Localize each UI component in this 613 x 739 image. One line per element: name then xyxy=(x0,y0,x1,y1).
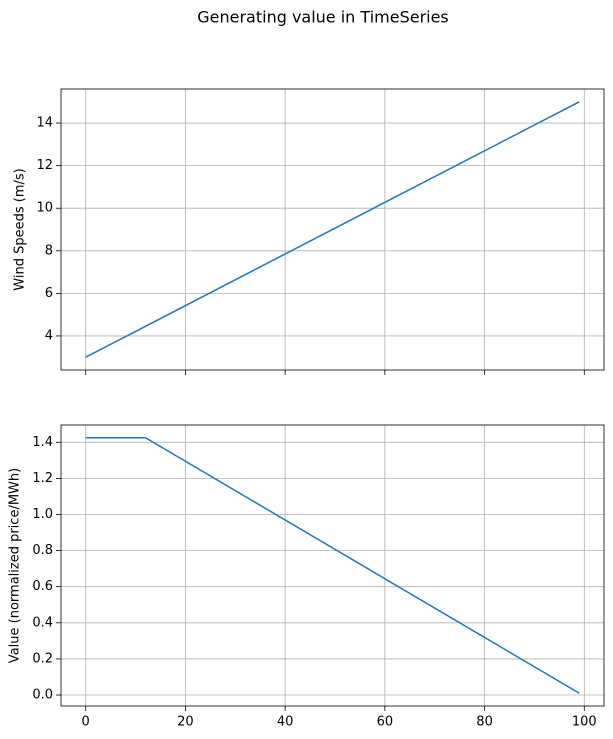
y-axis-label: Value (normalized price/MWh) xyxy=(8,468,23,663)
y-tick-label: 0.6 xyxy=(32,579,53,594)
y-tick-label: 0.0 xyxy=(32,688,53,703)
y-tick-label: 6 xyxy=(45,286,53,301)
y-tick-label: 0.2 xyxy=(32,651,53,666)
figure-title: Generating value in TimeSeries xyxy=(197,8,449,27)
axes-frame xyxy=(60,424,605,707)
y-tick-label: 4 xyxy=(45,328,53,343)
y-tick-label: 0.4 xyxy=(32,615,53,630)
x-tick-label: 80 xyxy=(476,715,493,730)
y-tick-label: 1.2 xyxy=(32,471,53,486)
data-line xyxy=(85,101,580,358)
x-tick-label: 0 xyxy=(82,715,90,730)
axes-frame xyxy=(60,88,605,371)
y-tick-label: 1.0 xyxy=(32,507,53,522)
x-tick-label: 100 xyxy=(572,715,597,730)
y-tick-label: 12 xyxy=(36,158,53,173)
x-tick-label: 40 xyxy=(277,715,294,730)
y-tick-label: 1.4 xyxy=(32,435,53,450)
y-tick-label: 0.8 xyxy=(32,543,53,558)
y-tick-label: 10 xyxy=(36,201,53,216)
data-line xyxy=(85,437,580,694)
x-tick-label: 60 xyxy=(377,715,394,730)
x-tick-label: 20 xyxy=(177,715,194,730)
y-tick-label: 8 xyxy=(45,243,53,258)
y-tick-label: 14 xyxy=(36,116,53,131)
y-axis-label: Wind Speeds (m/s) xyxy=(13,168,28,290)
